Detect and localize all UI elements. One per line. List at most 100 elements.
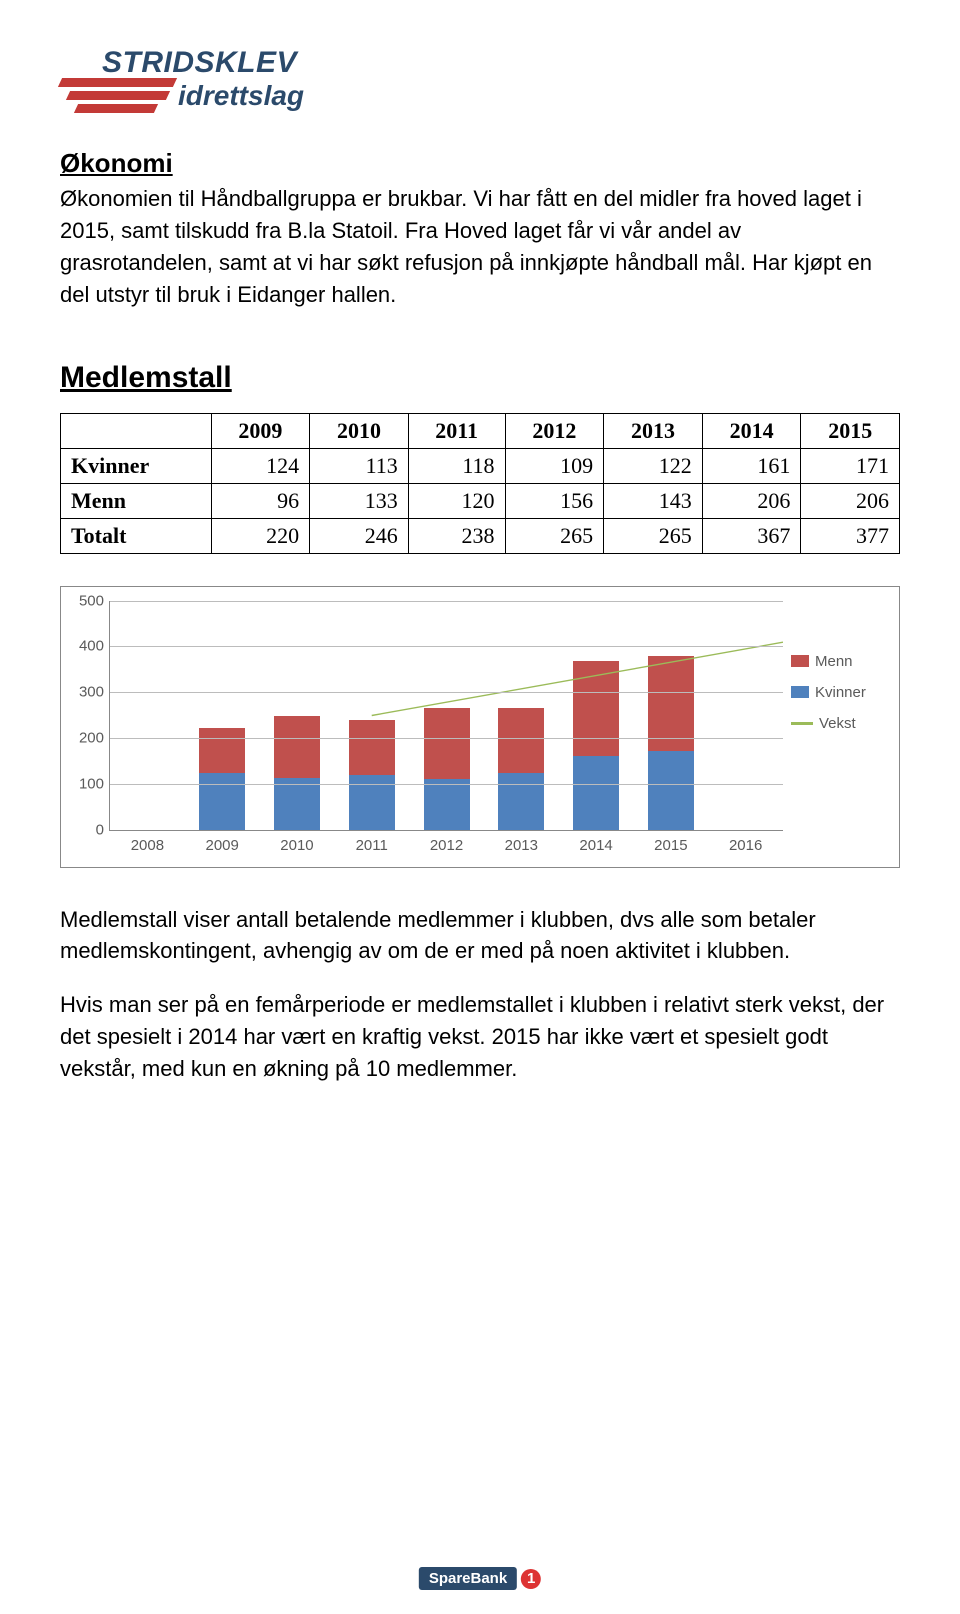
table-cell: 133 [310, 483, 409, 518]
okonomi-p1: Økonomien til Håndballgruppa er brukbar.… [60, 183, 900, 311]
table-cell: 206 [801, 483, 900, 518]
chart-bar [573, 661, 619, 830]
logo-text-2: idrettslag [178, 80, 304, 112]
legend-swatch-menn [791, 655, 809, 667]
logo-text-1: STRIDSKLEV [102, 46, 297, 80]
chart-y-label: 0 [72, 821, 104, 838]
page: STRIDSKLEV idrettslag Økonomi Økonomien … [0, 0, 960, 1614]
footer-brand-label: SpareBank [419, 1567, 517, 1590]
medlemstall-body: Medlemstall viser antall betalende medle… [60, 904, 900, 968]
chart-x-label: 2010 [260, 837, 335, 854]
table-header-blank [61, 413, 212, 448]
chart-bar-segment-menn [349, 720, 395, 775]
chart-bars [110, 601, 783, 830]
table-cell: 109 [505, 448, 604, 483]
medlemstall-p2: Hvis man ser på en femårperiode er medle… [60, 989, 900, 1085]
table-cell: 118 [408, 448, 505, 483]
chart-bar-slot [484, 601, 559, 830]
medlemstall-table: 2009201020112012201320142015 Kvinner1241… [60, 413, 900, 554]
logo: STRIDSKLEV idrettslag [60, 40, 340, 130]
footer-brand: SpareBank 1 [419, 1567, 541, 1590]
medlemstall-chart: 200820092010201120122013201420152016 010… [60, 586, 900, 868]
chart-bar-slot [334, 601, 409, 830]
medlemstall-body-2: Hvis man ser på en femårperiode er medle… [60, 989, 900, 1085]
table-cell: 265 [604, 518, 703, 553]
chart-bar-segment-kvinner [498, 773, 544, 829]
chart-bar [498, 708, 544, 830]
chart-gridline [110, 646, 783, 647]
chart-x-label: 2011 [334, 837, 409, 854]
table-cell: 120 [408, 483, 505, 518]
chart-bar-segment-kvinner [199, 773, 245, 830]
chart-x-label: 2008 [110, 837, 185, 854]
table-header-year: 2009 [211, 413, 310, 448]
table-cell: 156 [505, 483, 604, 518]
chart-bar-segment-menn [274, 716, 320, 777]
table-cell: 206 [702, 483, 801, 518]
chart-bar-segment-menn [498, 708, 544, 774]
chart-bar-slot [708, 601, 783, 830]
chart-bar-slot [633, 601, 708, 830]
chart-bar-segment-menn [424, 708, 470, 780]
logo-stripes-icon [60, 78, 175, 117]
chart-bar-segment-kvinner [648, 751, 694, 830]
chart-bar-segment-menn [573, 661, 619, 756]
table-cell: 113 [310, 448, 409, 483]
chart-bar [274, 716, 320, 829]
table-cell: 377 [801, 518, 900, 553]
chart-x-label: 2015 [633, 837, 708, 854]
table-row: Totalt220246238265265367377 [61, 518, 900, 553]
legend-label-kvinner: Kvinner [815, 684, 866, 701]
chart-gridline [110, 784, 783, 785]
table-cell: 238 [408, 518, 505, 553]
table-cell: 171 [801, 448, 900, 483]
table-header-year: 2013 [604, 413, 703, 448]
chart-x-label: 2012 [409, 837, 484, 854]
chart-x-label: 2014 [559, 837, 634, 854]
table-cell: 246 [310, 518, 409, 553]
chart-bar-segment-menn [648, 656, 694, 751]
table-header-year: 2010 [310, 413, 409, 448]
table-header-year: 2011 [408, 413, 505, 448]
table-row-label: Totalt [61, 518, 212, 553]
chart-bar [648, 656, 694, 829]
chart-bar-slot [559, 601, 634, 830]
legend-item-menn: Menn [791, 653, 891, 670]
chart-x-label: 2013 [484, 837, 559, 854]
table-cell: 367 [702, 518, 801, 553]
legend-item-vekst: Vekst [791, 715, 891, 732]
table-cell: 124 [211, 448, 310, 483]
section-title-medlemstall: Medlemstall [60, 361, 900, 395]
chart-bar [424, 708, 470, 830]
table-cell: 220 [211, 518, 310, 553]
table-header-year: 2012 [505, 413, 604, 448]
okonomi-body: Økonomien til Håndballgruppa er brukbar.… [60, 183, 900, 311]
table-row: Kvinner124113118109122161171 [61, 448, 900, 483]
chart-bar-segment-kvinner [424, 779, 470, 829]
chart-y-label: 400 [72, 638, 104, 655]
table-cell: 96 [211, 483, 310, 518]
chart-bar-segment-kvinner [573, 756, 619, 830]
chart-bar [199, 728, 245, 829]
table-cell: 265 [505, 518, 604, 553]
chart-bar-slot [185, 601, 260, 830]
chart-plot-area: 200820092010201120122013201420152016 010… [109, 601, 783, 831]
chart-y-label: 200 [72, 729, 104, 746]
chart-bar-slot [260, 601, 335, 830]
chart-gridline [110, 738, 783, 739]
table-cell: 122 [604, 448, 703, 483]
table-header-year: 2014 [702, 413, 801, 448]
legend-label-vekst: Vekst [819, 715, 856, 732]
legend-item-kvinner: Kvinner [791, 684, 891, 701]
chart-gridline [110, 692, 783, 693]
table-header-year: 2015 [801, 413, 900, 448]
legend-swatch-kvinner [791, 686, 809, 698]
chart-gridline [110, 601, 783, 602]
chart-x-labels: 200820092010201120122013201420152016 [110, 837, 783, 854]
chart-legend: Menn Kvinner Vekst [791, 593, 891, 861]
chart-y-label: 300 [72, 684, 104, 701]
chart-bar-slot [409, 601, 484, 830]
medlemstall-p1: Medlemstall viser antall betalende medle… [60, 904, 900, 968]
chart-x-label: 2016 [708, 837, 783, 854]
chart-bar-slot [110, 601, 185, 830]
